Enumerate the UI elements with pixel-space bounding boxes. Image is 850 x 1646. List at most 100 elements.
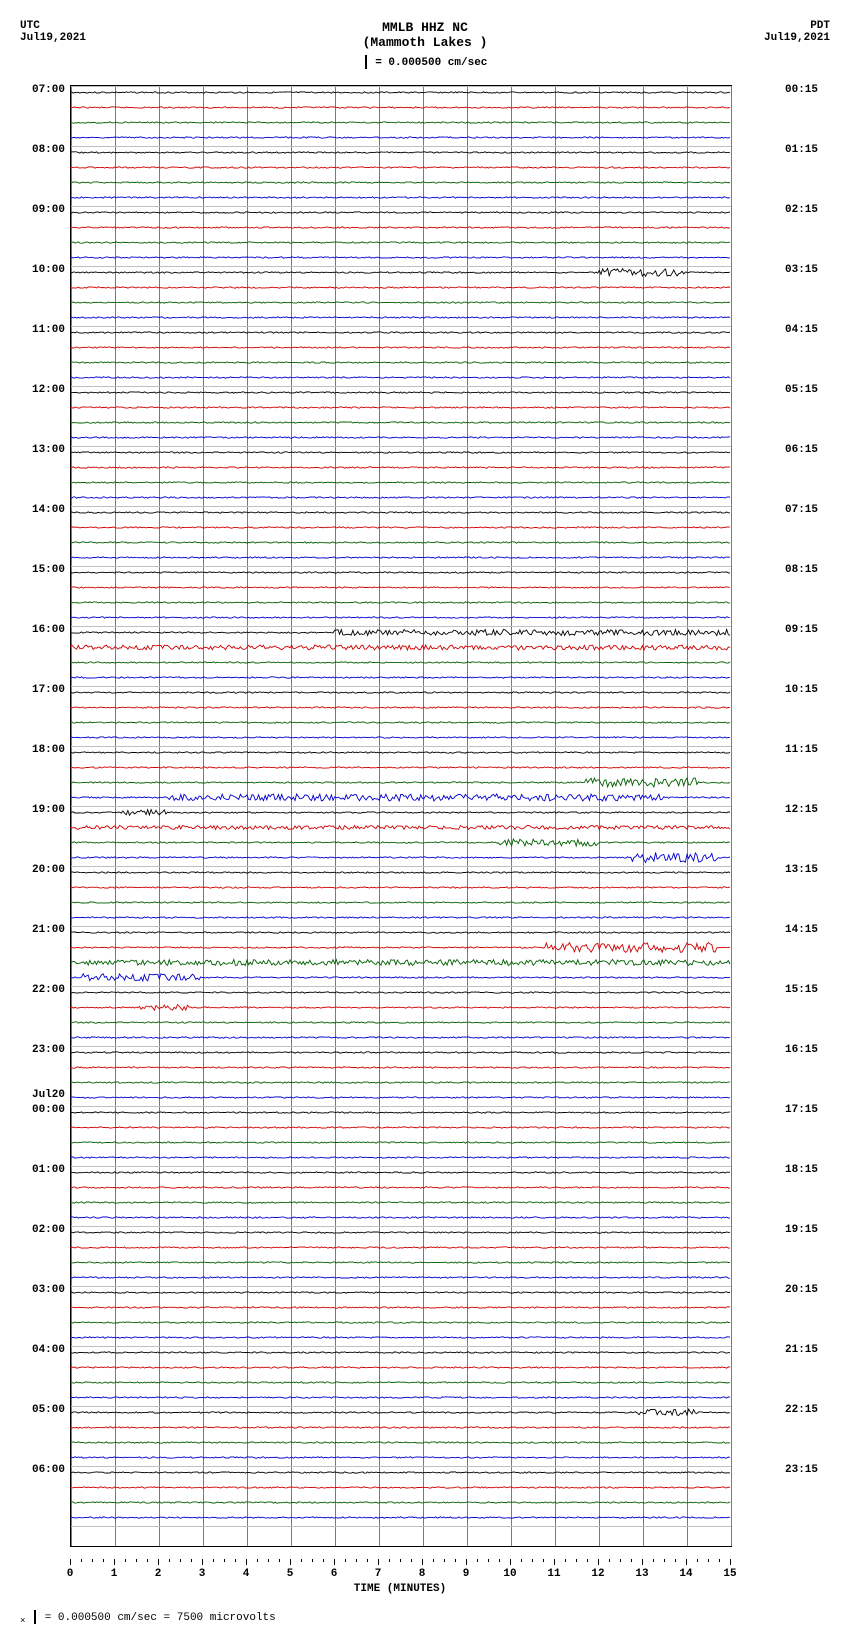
x-tick-minor [235,1559,236,1562]
trace-line [70,332,730,333]
right-time-label: 00:15 [785,84,830,96]
x-tick-minor [312,1559,313,1562]
x-tick-minor [444,1559,445,1562]
trace-row [70,370,730,385]
trace-svg [70,790,730,805]
x-tick [334,1559,335,1565]
trace-svg [70,670,730,685]
trace-row [70,1090,730,1105]
x-tick-minor [136,1559,137,1562]
trace-line [70,1307,730,1308]
trace-row [70,250,730,265]
trace-svg [70,460,730,475]
trace-row [70,1210,730,1225]
trace-row [70,145,730,160]
trace-line [70,917,730,918]
trace-svg [70,1075,730,1090]
right-time-label: 20:15 [785,1284,830,1296]
trace-line [70,347,730,348]
left-time-label: 07:00 [20,84,65,96]
trace-line [70,767,730,768]
trace-svg [70,1435,730,1450]
trace-line [70,794,730,801]
trace-svg [70,370,730,385]
left-time-label: 02:00 [20,1224,65,1236]
trace-row [70,265,730,280]
trace-row [70,505,730,520]
left-time-label: 11:00 [20,324,65,336]
right-time-label: 23:15 [785,1464,830,1476]
right-time-label: 19:15 [785,1224,830,1236]
trace-line [70,1487,730,1488]
trace-svg [70,1120,730,1135]
trace-line [70,587,730,588]
trace-svg [70,595,730,610]
trace-svg [70,1240,730,1255]
trace-line [70,778,730,787]
header: UTC Jul19,2021 PDT Jul19,2021 MMLB HHZ N… [20,20,830,80]
trace-svg [70,490,730,505]
trace-line [70,572,730,573]
trace-row [70,460,730,475]
trace-row [70,85,730,100]
trace-svg [70,235,730,250]
trace-row [70,940,730,955]
trace-line [70,392,730,393]
trace-svg [70,1360,730,1375]
trace-line [70,512,730,513]
trace-row [70,310,730,325]
tz-left-label: UTC [20,20,86,32]
footer-scale-bar-icon [34,1610,36,1624]
tz-right-date: Jul19,2021 [764,32,830,44]
trace-row [70,520,730,535]
trace-line [70,902,730,903]
right-time-label: 09:15 [785,624,830,636]
trace-line [70,1337,730,1338]
trace-line [70,1442,730,1443]
trace-svg [70,550,730,565]
trace-svg [70,355,730,370]
trace-row [70,700,730,715]
trace-line [70,974,730,981]
trace-svg [70,1180,730,1195]
x-tick-label: 3 [192,1568,212,1580]
right-time-label: 12:15 [785,804,830,816]
x-tick-minor [125,1559,126,1562]
trace-svg [70,640,730,655]
left-time-label: 09:00 [20,204,65,216]
x-tick-label: 7 [368,1568,388,1580]
trace-svg [70,250,730,265]
trace-row [70,595,730,610]
trace-row [70,535,730,550]
trace-svg [70,1405,730,1420]
x-tick-minor [301,1559,302,1562]
trace-row [70,550,730,565]
right-time-label: 13:15 [785,864,830,876]
trace-row [70,160,730,175]
left-time-label: 03:00 [20,1284,65,1296]
trace-svg [70,805,730,820]
trace-row [70,1480,730,1495]
trace-line [70,527,730,528]
x-tick [202,1559,203,1565]
trace-svg [70,610,730,625]
trace-row [70,790,730,805]
trace-row [70,325,730,340]
trace-line [70,1502,730,1503]
trace-line [70,630,730,636]
trace-svg [70,385,730,400]
trace-row [70,775,730,790]
right-time-label: 05:15 [785,384,830,396]
trace-row [70,1180,730,1195]
trace-row [70,1165,730,1180]
x-tick-label: 10 [500,1568,520,1580]
trace-svg [70,835,730,850]
trace-line [70,692,730,693]
trace-svg [70,580,730,595]
trace-svg [70,820,730,835]
left-time-label: 00:00 [20,1104,65,1116]
trace-row [70,115,730,130]
x-tick [730,1559,731,1565]
x-axis-title: TIME (MINUTES) [70,1583,730,1595]
trace-svg [70,1420,730,1435]
